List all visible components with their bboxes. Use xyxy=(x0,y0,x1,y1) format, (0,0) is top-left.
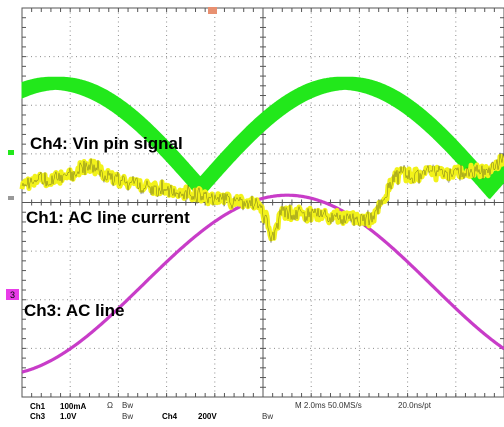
ch1-label: Ch1: AC line current xyxy=(26,208,190,227)
footer-ch1-bw: Bw xyxy=(122,401,134,410)
footer-ch4-name: Ch4 xyxy=(162,412,178,421)
ch3-label: Ch3: AC line xyxy=(24,301,125,320)
footer-ch3-bw: Bw xyxy=(122,412,134,421)
ch4-ground-marker xyxy=(8,150,14,155)
footer-timebase: M 2.0ms 50.0MS/s xyxy=(295,401,362,410)
traces xyxy=(19,76,504,374)
ch1-trace-noise xyxy=(21,152,504,243)
ch4-label: Ch4: Vin pin signal xyxy=(30,134,183,153)
footer-ch1-coupling: Ω xyxy=(107,401,113,410)
footer-ch3-name: Ch3 xyxy=(30,412,46,421)
footer-ch4-bw: Bw xyxy=(262,412,274,421)
footer-ch1-scale: 100mA xyxy=(60,402,87,411)
footer-ch4-scale: 200V xyxy=(198,412,217,421)
channel-markers: 3 xyxy=(6,7,217,300)
trigger-position-marker xyxy=(208,7,217,14)
footer-resolution: 20.0ns/pt xyxy=(398,401,431,410)
ch1-ground-marker xyxy=(8,196,14,200)
ch4-trace xyxy=(21,76,504,200)
footer-ch3-scale: 1.0V xyxy=(60,412,77,421)
ch3-ground-marker: 3 xyxy=(6,289,19,300)
ch3-marker-label: 3 xyxy=(10,290,15,300)
ch3-trace xyxy=(21,193,504,374)
footer-ch1-name: Ch1 xyxy=(30,402,46,411)
